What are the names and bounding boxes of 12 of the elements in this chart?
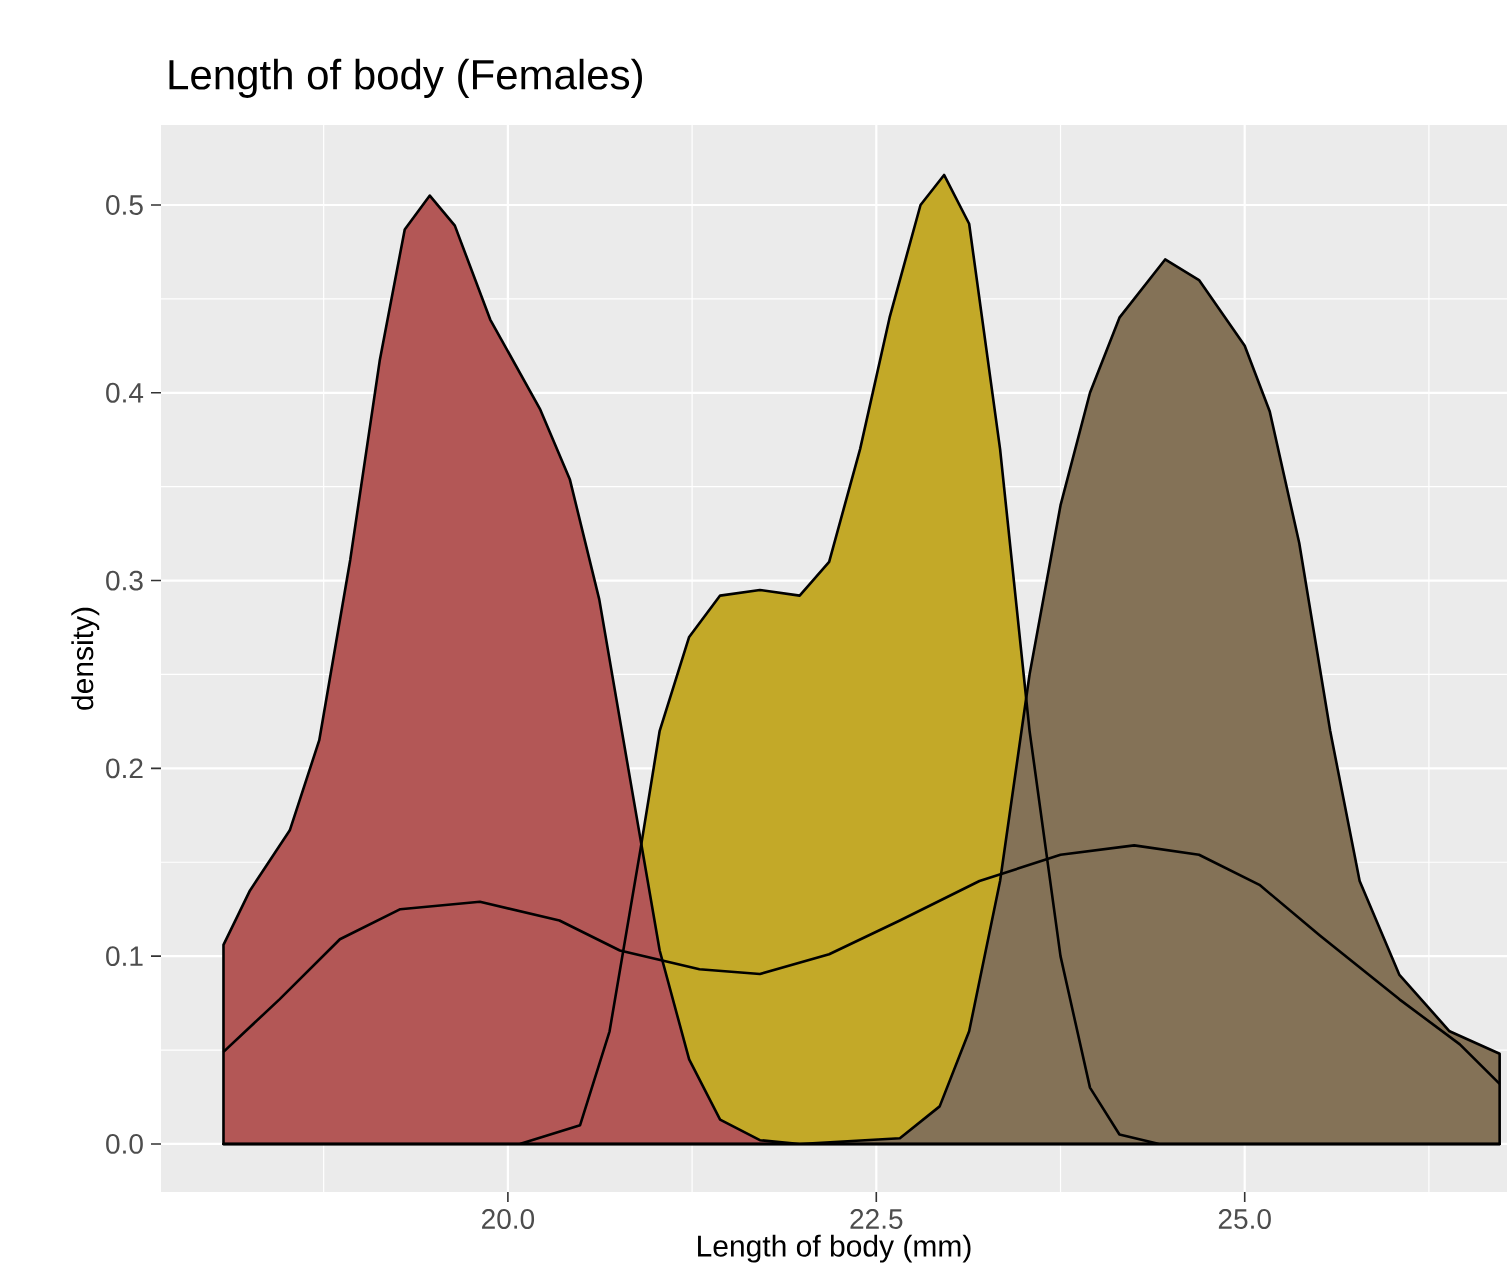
x-axis-title: Length of body (mm) (698, 1234, 971, 1263)
chart-title: Length of body (Females) (169, 58, 642, 98)
y-tick-label: 0.2 (106, 758, 143, 779)
x-tick-label: 25.0 (1218, 1209, 1271, 1229)
y-tick-label: 0.0 (106, 1134, 143, 1154)
y-axis-title: density) (71, 607, 100, 710)
y-tick-label: 0.4 (106, 382, 144, 403)
y-tick-label: 0.5 (106, 195, 143, 215)
x-tick-label: 22.5 (850, 1209, 903, 1229)
x-tick-label: 20.0 (482, 1209, 535, 1229)
y-tick-label: 0.3 (106, 570, 143, 591)
y-tick-label: 0.1 (106, 946, 143, 967)
